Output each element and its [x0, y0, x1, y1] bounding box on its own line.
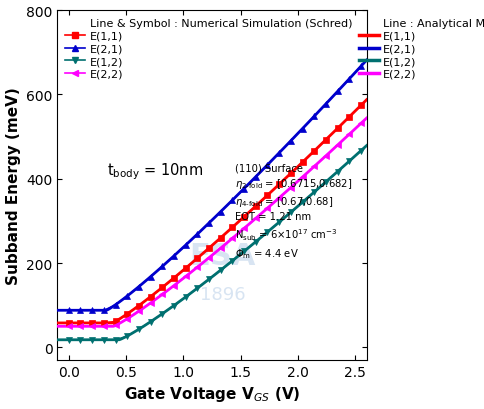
Text: 1896: 1896 — [199, 285, 245, 303]
Text: ESA: ESA — [189, 241, 256, 270]
Y-axis label: Subband Energy (meV): Subband Energy (meV) — [5, 87, 20, 284]
X-axis label: Gate Voltage V$_{GS}$ (V): Gate Voltage V$_{GS}$ (V) — [123, 384, 300, 403]
Legend: Line & Symbol : Numerical Simulation (Schred), E(1,1), E(2,1), E(1,2), E(2,2), L: Line & Symbol : Numerical Simulation (Sc… — [61, 16, 484, 83]
Text: (110) Surface
$\eta_{2\text{-fold}}$ = [0.6715,0.682]
$\eta_{4\text{-fold}}$ = [: (110) Surface $\eta_{2\text{-fold}}$ = [… — [235, 163, 352, 260]
Text: t$_{\mathrm{body}}$ = 10nm: t$_{\mathrm{body}}$ = 10nm — [106, 161, 202, 182]
